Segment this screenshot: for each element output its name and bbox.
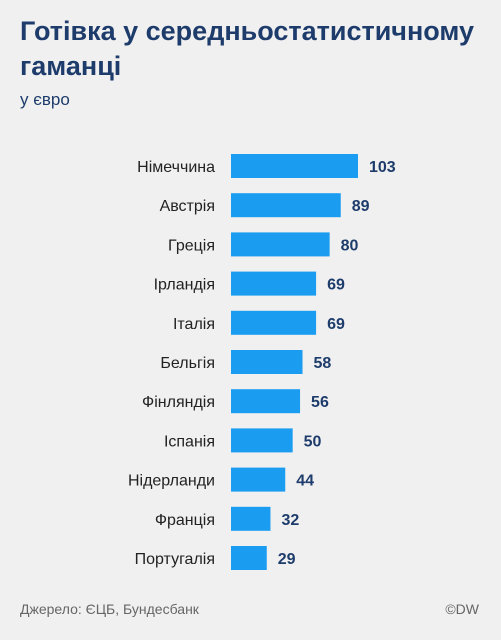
category-label: Португалія <box>135 551 215 568</box>
bar <box>231 389 301 414</box>
value-label: 69 <box>327 316 345 333</box>
bar <box>231 271 317 296</box>
category-label: Греція <box>168 237 215 254</box>
bar <box>231 506 271 531</box>
value-label: 89 <box>352 198 370 215</box>
chart-title: Готівка у середньостатистичному гаманці <box>20 16 475 81</box>
bar <box>231 154 358 178</box>
dw-credit: ©DW <box>445 601 479 617</box>
value-label: 29 <box>278 551 296 568</box>
value-label: 69 <box>327 277 345 294</box>
value-label: 56 <box>311 394 329 411</box>
chart-subtitle: у євро <box>20 90 70 109</box>
category-label: Німеччина <box>137 159 215 176</box>
bar <box>231 232 330 257</box>
source-note: Джерело: ЄЦБ, Бундесбанк <box>20 601 199 617</box>
value-label: 44 <box>296 473 314 490</box>
bar <box>231 428 293 453</box>
bar <box>231 467 286 492</box>
value-label: 103 <box>369 159 396 176</box>
bar <box>231 193 341 218</box>
category-label: Австрія <box>160 198 215 215</box>
bar <box>231 546 267 570</box>
bar-chart: Німеччина 103 Австрія 89 Греція 80 Ірландія 69 І… <box>128 154 396 570</box>
category-label: Бельгія <box>160 355 215 372</box>
category-label: Франція <box>155 512 215 529</box>
category-label: Іспанія <box>164 433 215 450</box>
value-label: 58 <box>314 355 332 372</box>
value-label: 32 <box>281 512 299 529</box>
value-label: 50 <box>304 433 322 450</box>
bar <box>231 310 317 335</box>
value-label: 80 <box>341 237 359 254</box>
category-label: Нідерланди <box>128 473 215 490</box>
category-label: Італія <box>173 316 215 333</box>
bar <box>231 350 303 374</box>
category-label: Ірландія <box>154 277 215 294</box>
category-label: Фінляндія <box>142 394 215 411</box>
